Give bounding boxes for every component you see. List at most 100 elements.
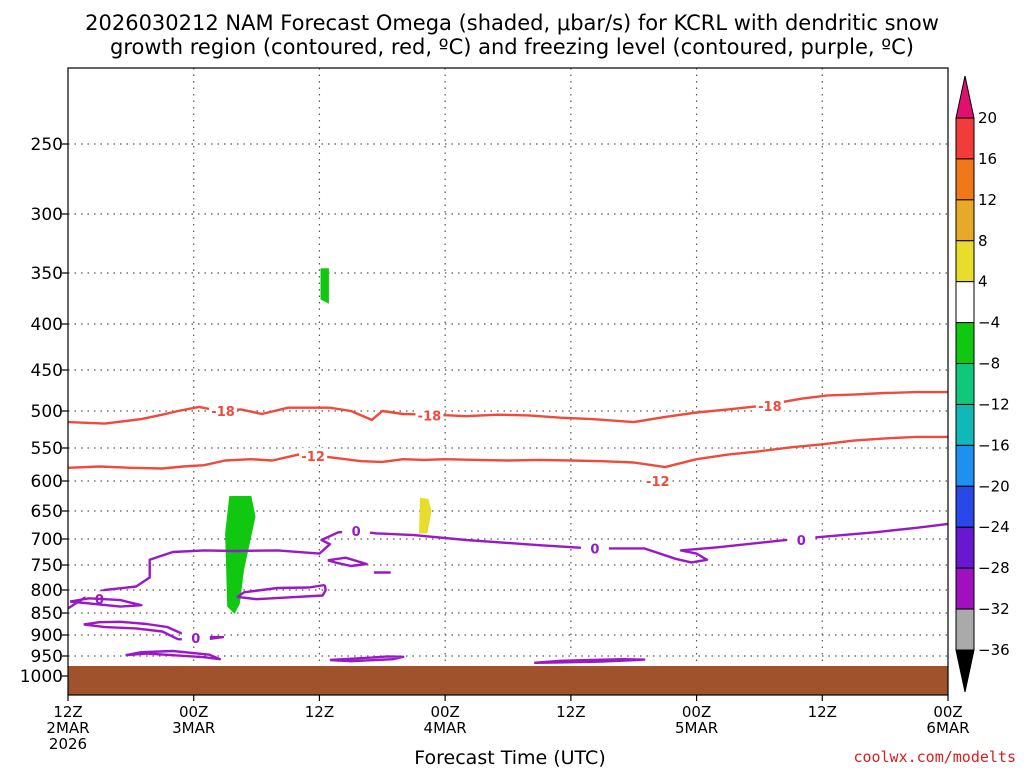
contour-label: -18 xyxy=(211,405,235,420)
colorbar-label: 8 xyxy=(978,232,988,250)
y-tick-label: 250 xyxy=(31,135,63,155)
y-tick-label: 950 xyxy=(31,647,63,667)
colorbar-label: −8 xyxy=(978,355,1000,373)
contour-label: 0 xyxy=(352,525,361,540)
colorbar-bin xyxy=(955,608,975,651)
colorbar-bin xyxy=(955,444,975,487)
contour-label-bg xyxy=(299,447,328,463)
contour-label-bg xyxy=(580,540,609,556)
y-axis: 2503003504004505005506006507007508008509… xyxy=(20,135,68,687)
contour-label-bg xyxy=(209,403,238,418)
colorbar-bin xyxy=(955,526,975,569)
colorbar-label: 12 xyxy=(978,191,997,209)
gridlines xyxy=(68,68,948,695)
x-tick-label: 3MAR xyxy=(172,719,215,737)
chart-title-line1: 2026030212 NAM Forecast Omega (shaded, μ… xyxy=(85,11,939,35)
y-tick-label: 350 xyxy=(31,264,63,284)
colorbar-label: −28 xyxy=(978,559,1010,577)
y-tick-label: 450 xyxy=(31,361,63,381)
contour-label-bg xyxy=(415,407,444,423)
contour-label: -18 xyxy=(758,400,782,415)
contour-label-bg xyxy=(643,473,672,488)
x-tick-label: 5MAR xyxy=(675,719,718,737)
contour-label: 0 xyxy=(590,542,599,557)
colorbar-label: −32 xyxy=(978,600,1010,618)
contour-label-bg xyxy=(342,523,371,539)
y-tick-label: 850 xyxy=(31,604,63,624)
x-tick-label: 4MAR xyxy=(424,719,467,737)
contour-dgz-line xyxy=(67,435,948,470)
contour-freezing-line xyxy=(125,649,222,661)
colorbar-bin xyxy=(955,199,975,242)
colorbar-label: −12 xyxy=(978,395,1010,413)
colorbar-bin xyxy=(955,403,975,446)
omega-shading xyxy=(225,268,432,614)
x-tick-label: 00Z xyxy=(933,703,962,721)
chart-title-line2: growth region (contoured, red, ºC) and f… xyxy=(110,35,914,59)
x-tick-label: 12Z xyxy=(53,703,82,721)
colorbar-bin xyxy=(955,322,975,365)
colorbar-bin xyxy=(955,117,975,160)
colorbar-bin xyxy=(955,485,975,528)
omega-patch xyxy=(419,497,432,534)
colorbar-bin xyxy=(955,158,975,201)
contour-freezing-line xyxy=(534,658,646,664)
x-tick-label: 2026 xyxy=(49,735,87,753)
contour-freezing-line xyxy=(236,583,327,601)
contour-freezing-line xyxy=(67,522,949,610)
ground-surface xyxy=(68,666,948,695)
y-tick-label: 900 xyxy=(31,626,63,646)
contour-label: -12 xyxy=(301,450,325,465)
y-tick-label: 600 xyxy=(31,472,63,492)
y-tick-label: 700 xyxy=(31,530,63,550)
contour-freezing-line xyxy=(327,556,368,568)
y-tick-label: 650 xyxy=(31,502,63,522)
contour-label: 0 xyxy=(95,593,104,608)
y-tick-label: 750 xyxy=(31,556,63,576)
y-tick-label: 1000 xyxy=(20,667,63,687)
omega-patch xyxy=(320,268,329,304)
contour-freezing-line xyxy=(83,620,225,641)
colorbar-bin xyxy=(955,567,975,610)
contour-label: -12 xyxy=(646,475,670,490)
y-tick-label: 800 xyxy=(31,581,63,601)
colorbar-label: 4 xyxy=(978,273,988,291)
colorbar-bin xyxy=(955,240,975,283)
colorbar-top-arrow xyxy=(955,75,975,119)
x-axis-label: Forecast Time (UTC) xyxy=(414,747,605,768)
x-tick-label: 6MAR xyxy=(926,719,969,737)
contour-dgz-line xyxy=(67,390,948,425)
x-tick-label: 2MAR xyxy=(46,719,89,737)
x-tick-label: 00Z xyxy=(430,703,459,721)
colorbar-label: 20 xyxy=(978,109,997,127)
colorbar-label: 16 xyxy=(978,150,997,168)
y-tick-label: 300 xyxy=(31,205,63,225)
colorbar-bottom-arrow xyxy=(955,649,975,693)
x-tick-label: 12Z xyxy=(556,703,585,721)
contour-label: 0 xyxy=(797,534,806,549)
y-tick-label: 400 xyxy=(31,315,63,335)
omega-patch xyxy=(225,496,256,614)
colorbar-bin xyxy=(955,281,975,324)
x-tick-label: 00Z xyxy=(179,703,208,721)
omega-colorbar: 20 16 12 8 4 −4 −8 −12 −16 −20 −24 −28 −32 −36 xyxy=(955,75,1010,693)
y-tick-label: 500 xyxy=(31,402,63,422)
colorbar-label: −4 xyxy=(978,314,1000,332)
plot-frame xyxy=(67,67,949,696)
credit-text[interactable]: coolwx.com/modelts xyxy=(853,748,1016,766)
contour-freezing-line xyxy=(329,655,405,663)
contour-label-bg xyxy=(787,532,816,548)
colorbar-label: −24 xyxy=(978,518,1010,536)
contour-lines: -18 -18 -18 -12 -12 0 0 0 0 0 xyxy=(67,390,949,664)
contour-label: 0 xyxy=(191,632,200,647)
colorbar-label: −36 xyxy=(978,641,1010,659)
colorbar-label: −16 xyxy=(978,436,1010,454)
colorbar-bin xyxy=(955,363,975,405)
x-tick-label: 12Z xyxy=(305,703,334,721)
x-tick-label: 12Z xyxy=(808,703,837,721)
y-tick-label: 550 xyxy=(31,439,63,459)
contour-label: -18 xyxy=(418,409,442,424)
contour-label-bg xyxy=(181,629,210,645)
